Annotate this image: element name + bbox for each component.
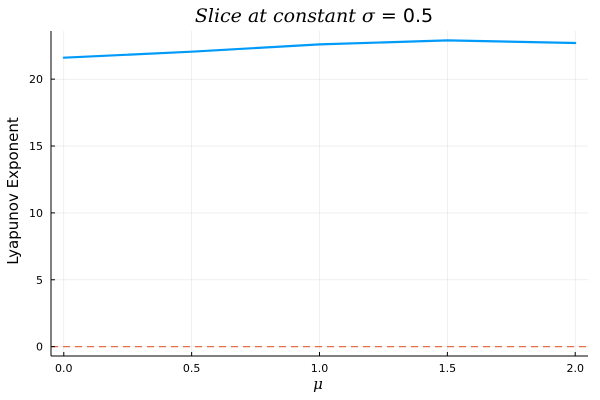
x-tick-label: 2.0 <box>566 362 584 375</box>
chart-title: Slice at constant σ = 0.5 <box>195 5 433 27</box>
x-axis-ticks: 0.0 0.5 1.0 1.5 2.0 <box>55 352 584 375</box>
y-tick-label: 15 <box>29 140 43 153</box>
y-tick-label: 10 <box>29 207 43 220</box>
grid-lines <box>51 31 588 356</box>
series-line <box>62 39 577 59</box>
y-tick-label: 0 <box>36 341 43 354</box>
x-axis-label: μ <box>313 375 323 393</box>
x-tick-label: 0.5 <box>183 362 201 375</box>
y-tick-label: 20 <box>29 73 43 86</box>
chart-title-math: Slice at constant σ = <box>195 5 403 27</box>
x-tick-label: 0.0 <box>55 362 73 375</box>
x-tick-label: 1.0 <box>311 362 329 375</box>
chart-title-value: 0.5 <box>403 5 433 27</box>
series-lines <box>62 39 577 59</box>
y-tick-label: 5 <box>36 274 43 287</box>
y-axis-ticks: 0 5 10 15 20 <box>29 73 55 354</box>
x-tick-label: 1.5 <box>439 362 457 375</box>
y-axis-label: Lyapunov Exponent <box>4 117 22 265</box>
